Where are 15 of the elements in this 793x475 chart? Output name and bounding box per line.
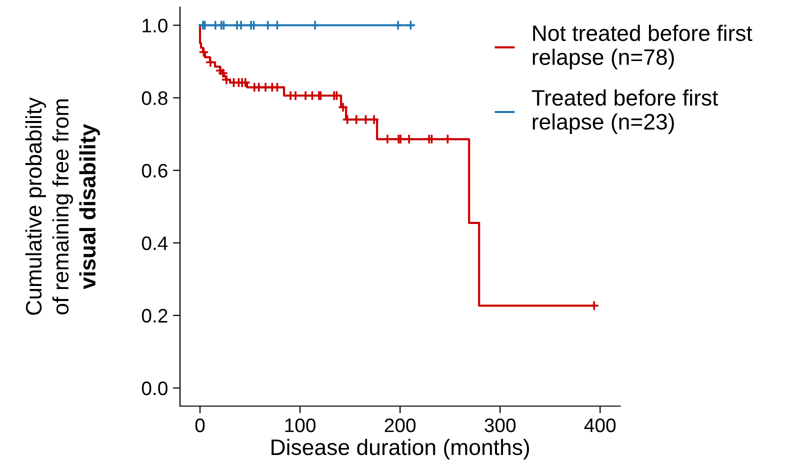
y-tick-label: 0.8 xyxy=(142,91,168,106)
y-tick-label: 0.4 xyxy=(142,236,168,250)
legend-label: Not treated before first relapse (n=78) xyxy=(532,24,752,70)
x-tick-label: 100 xyxy=(285,418,316,432)
x-axis-title: Disease duration (months) xyxy=(272,438,530,460)
y-axis-title: Cumulative probability of remaining free from visual disability xyxy=(25,97,100,315)
x-tick-label: 200 xyxy=(384,418,416,432)
legend-label: Treated before first relapse (n=23) xyxy=(532,89,718,134)
x-tick-label: 300 xyxy=(484,418,516,432)
y-tick-label: 1.0 xyxy=(142,18,168,32)
y-tick-label: 0.2 xyxy=(142,308,168,323)
x-tick-label: 400 xyxy=(584,418,616,432)
x-tick-label: 0 xyxy=(195,418,205,432)
y-tick-label: 0.0 xyxy=(142,381,168,396)
y-tick-label: 0.6 xyxy=(142,164,168,178)
